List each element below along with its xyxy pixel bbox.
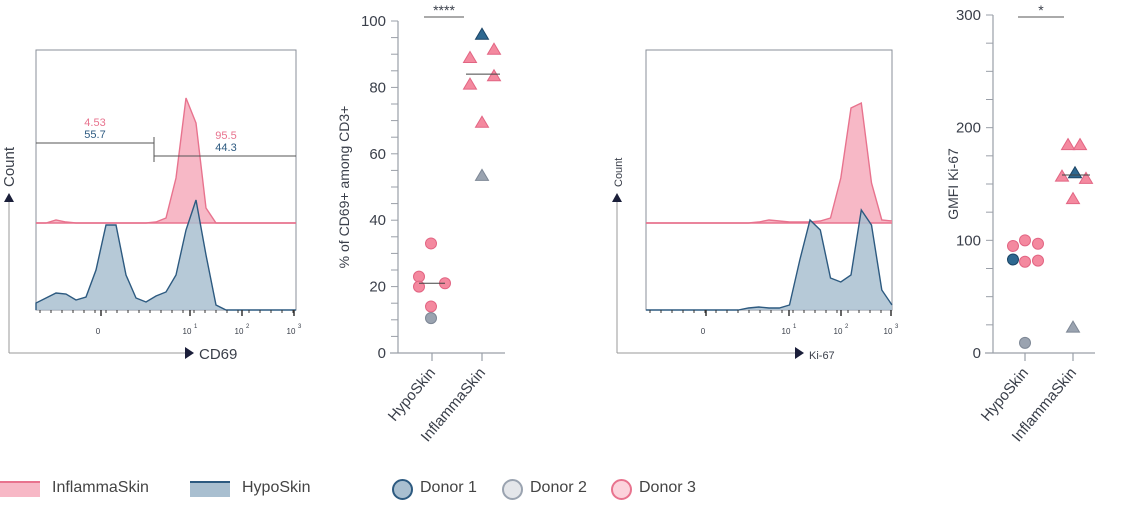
y-tick-label: 20 (369, 279, 386, 296)
data-point-hyposkin-donor3 (1019, 234, 1031, 247)
data-point-inflammaskin-donor3 (1078, 171, 1094, 184)
x-axis-label: CD69 (199, 346, 237, 363)
y-axis-label: GMFI Ki-67 (945, 148, 961, 220)
x-tick-label: 10 (287, 327, 296, 336)
legend-label-donor2: Donor 2 (530, 479, 587, 496)
data-point-inflammaskin-donor2 (1065, 320, 1081, 333)
x-tick-exponent: 3 (895, 324, 899, 330)
x-axis-label: Ki-67 (809, 350, 835, 362)
y-tick-label: 300 (956, 7, 981, 24)
data-point-inflammaskin-donor3 (1065, 191, 1081, 205)
data-point-inflammaskin-donor2 (474, 168, 490, 181)
data-point-hyposkin-donor1 (1007, 253, 1019, 266)
legend-donor3-marker (611, 479, 632, 500)
data-point-inflammaskin-donor3 (486, 68, 502, 82)
y-axis-label: % of CD69+ among CD3+ (336, 106, 352, 269)
legend-donor2-marker (502, 479, 523, 500)
gate-left-hyposkin-value: 55.7 (84, 129, 105, 141)
data-point-hyposkin-donor3 (413, 270, 425, 283)
x-tick-label: 10 (782, 327, 791, 336)
y-tick-label: 100 (361, 13, 386, 30)
x-tick-label: 10 (884, 327, 893, 336)
data-point-hyposkin-donor2 (425, 312, 437, 325)
data-point-inflammaskin-donor3 (474, 115, 490, 128)
data-point-inflammaskin-donor3 (1072, 137, 1088, 151)
histogram-frame (35, 49, 297, 311)
histogram-area-hyposkin (646, 210, 892, 310)
histogram-line-hyposkin (35, 199, 296, 311)
x-tick-label: 10 (235, 327, 244, 336)
significance-label: **** (433, 2, 455, 18)
x-tick-label: 10 (834, 327, 843, 336)
y-axis-label: Count (613, 158, 625, 187)
y-tick-label: 0 (973, 345, 981, 362)
data-point-hyposkin-donor3 (1007, 239, 1019, 252)
data-point-inflammaskin-donor3 (462, 50, 478, 64)
data-point-inflammaskin-donor1 (474, 27, 490, 40)
legend-hyposkin (190, 481, 230, 497)
data-point-hyposkin-donor3 (425, 300, 437, 313)
x-arrow-icon (185, 347, 194, 359)
x-tick-exponent: 2 (845, 324, 849, 330)
histogram-area-hyposkin (36, 200, 296, 310)
data-point-hyposkin-donor3 (1032, 254, 1044, 267)
data-point-inflammaskin-donor1 (1067, 165, 1083, 179)
legend-donor1-marker (392, 479, 413, 500)
data-point-hyposkin-donor3 (1032, 237, 1044, 250)
y-tick-label: 60 (369, 146, 386, 163)
legend-label-donor1: Donor 1 (420, 479, 477, 496)
gate-right-hyposkin-value: 44.3 (215, 142, 236, 154)
gate-right-inflammaskin-value: 95.5 (215, 130, 236, 142)
y-axis-label: Count (1, 146, 18, 187)
data-point-hyposkin-donor2 (1019, 336, 1031, 349)
y-arrow-icon (4, 193, 14, 202)
data-point-hyposkin-donor3 (425, 237, 437, 250)
legend-label-inflammaskin: InflammaSkin (52, 479, 149, 496)
histogram-line-hyposkin (646, 208, 893, 311)
y-tick-label: 100 (956, 232, 981, 249)
gate-left-inflammaskin-value: 4.53 (84, 117, 105, 129)
histogram-line-inflammaskin (36, 97, 296, 224)
histogram-area-inflammaskin (646, 103, 892, 223)
data-point-inflammaskin-donor3 (486, 42, 502, 55)
x-tick-exponent: 1 (793, 324, 797, 330)
y-tick-label: 80 (369, 79, 386, 96)
data-point-inflammaskin-donor3 (1054, 169, 1070, 182)
x-tick-exponent: 1 (194, 324, 198, 330)
y-tick-label: 0 (378, 345, 386, 362)
x-arrow-icon (795, 347, 804, 359)
x-tick-exponent: 2 (246, 324, 250, 330)
y-tick-label: 40 (369, 212, 386, 229)
legend-inflammaskin (0, 481, 40, 497)
data-point-inflammaskin-donor3 (462, 77, 478, 90)
x-tick-label: 0 (96, 327, 101, 336)
data-point-hyposkin-donor3 (1019, 255, 1031, 268)
x-tick-exponent: 3 (298, 324, 302, 330)
legend-label-hyposkin: HypoSkin (242, 479, 311, 496)
data-point-inflammaskin-donor3 (1060, 137, 1076, 151)
legend-label-donor3: Donor 3 (639, 479, 696, 496)
x-tick-label: 0 (701, 327, 706, 336)
y-tick-label: 200 (956, 120, 981, 137)
x-tick-label: 10 (183, 327, 192, 336)
y-arrow-icon (612, 193, 622, 202)
histogram-area-inflammaskin (36, 98, 296, 223)
x-tick-label: HypoSkin (385, 365, 439, 425)
significance-label: * (1038, 2, 1044, 18)
data-point-hyposkin-donor3 (413, 280, 425, 293)
